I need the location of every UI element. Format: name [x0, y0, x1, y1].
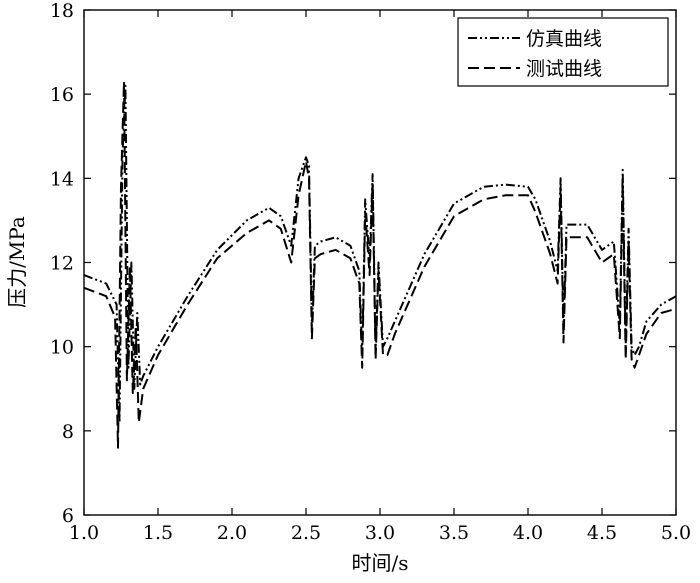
y-tick-label: 12	[50, 253, 74, 275]
axis-ticks: 1.0 1.5 2.0 2.5 3.0 3.5 4.0 4.5 5.0 6 8 10 12 14 16 18	[50, 0, 691, 544]
legend-box	[457, 17, 669, 87]
x-tick-label: 2.5	[291, 522, 321, 544]
legend: 仿真曲线 测试曲线	[457, 17, 669, 87]
x-tick-label: 3.5	[439, 522, 469, 544]
legend-label-simulation: 仿真曲线	[526, 28, 602, 50]
y-tick-label: 16	[50, 84, 74, 106]
x-tick-label: 1.0	[69, 522, 99, 544]
y-axis-title: 压力/MPa	[5, 216, 29, 308]
x-tick-label: 2.0	[217, 522, 247, 544]
legend-label-test: 测试曲线	[526, 58, 602, 80]
y-tick-label: 6	[62, 505, 74, 527]
y-tick-label: 14	[50, 168, 74, 190]
plot-frame	[83, 9, 677, 516]
chart-marks	[83, 80, 677, 449]
x-tick-label: 1.5	[143, 522, 173, 544]
x-tick-label: 5.0	[661, 522, 691, 544]
series-line-0	[83, 84, 677, 424]
y-tick-label: 18	[50, 0, 74, 22]
x-tick-label: 4.5	[587, 522, 617, 544]
x-axis-title: 时间/s	[351, 551, 408, 575]
series-line-1	[83, 80, 677, 449]
x-tick-label: 4.0	[513, 522, 543, 544]
y-tick-label: 8	[62, 421, 74, 443]
x-tick-label: 3.0	[365, 522, 395, 544]
y-tick-label: 10	[50, 337, 74, 359]
